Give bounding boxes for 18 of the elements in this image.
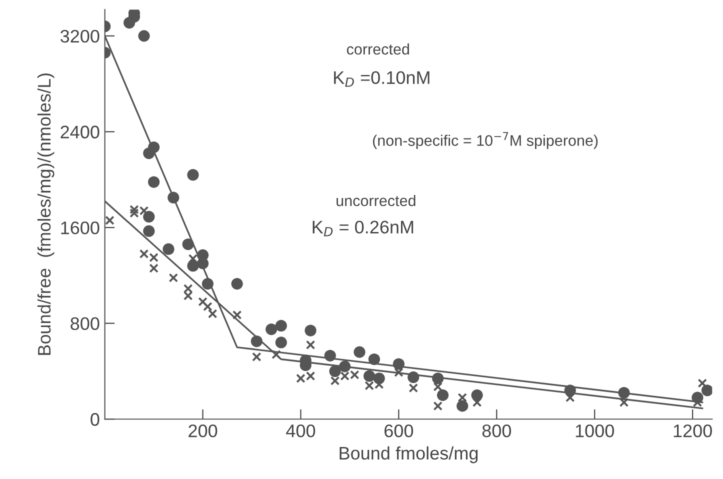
- annotation: K$_{D}$ = 0.26nM: [312, 220, 414, 236]
- y-tick-label: 0: [90, 413, 100, 426]
- annotation: corrected: [346, 43, 409, 55]
- y-axis-title: Bound/free (fmoles/mg)/(nmoles/L): [37, 73, 54, 355]
- x-tick-label: 800: [482, 424, 512, 438]
- y-tick-label: 1600: [61, 221, 100, 234]
- annotation: uncorrected: [336, 194, 416, 206]
- x-tick-label: 400: [286, 424, 316, 438]
- x-tick-label: 1000: [576, 424, 614, 438]
- x-tick-label: 600: [384, 424, 414, 438]
- x-tick-label: 1200: [674, 424, 712, 438]
- y-tick-label: 2400: [60, 126, 100, 138]
- x-axis-title: Bound fmoles/mg: [340, 446, 478, 464]
- annotation: (non-specific = 10$^{−7}$M spiperone): [373, 132, 598, 149]
- y-tick-label: 800: [70, 317, 100, 330]
- annotation: K$_{D}$ =0.10nM: [334, 71, 430, 87]
- y-tick-label: 3200: [60, 30, 100, 43]
- x-tick-label: 200: [188, 424, 218, 438]
